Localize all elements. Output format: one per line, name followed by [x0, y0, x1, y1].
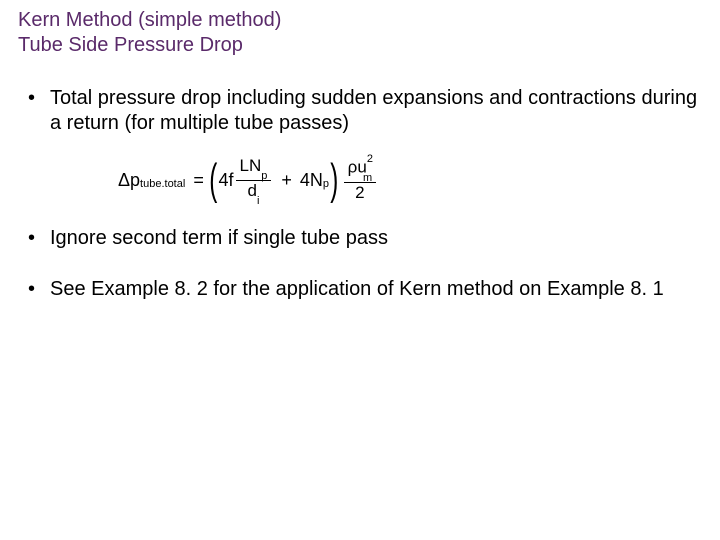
rparen-icon: ) [330, 162, 338, 197]
title-block: Kern Method (simple method) Tube Side Pr… [18, 8, 702, 58]
bullet-3: • See Example 8. 2 for the application o… [28, 277, 702, 302]
lparen-icon: ( [209, 162, 217, 197]
eq-delta: Δ [118, 170, 130, 191]
eq-frac2: ρu2m 2 [344, 157, 376, 203]
bullet-2: • Ignore second term if single tube pass [28, 226, 702, 251]
eq-frac1-num: LN [240, 156, 262, 175]
eq-term1: 4f LNp di [218, 156, 273, 204]
eq-plus: + [281, 170, 292, 191]
eq-coef2: 4N [300, 170, 323, 191]
bullet-mark: • [28, 86, 50, 136]
eq-frac1-den: d [247, 181, 256, 200]
title-line-2: Tube Side Pressure Drop [18, 33, 702, 58]
eq-frac2-rho: ρ [348, 158, 358, 177]
eq-lhs-sub: tube.total [140, 178, 185, 190]
eq-lhs: Δptube.total [118, 170, 185, 191]
eq-term2: 4Np [300, 170, 329, 191]
eq-equals: = [193, 170, 204, 191]
equation: Δptube.total = ( 4f LNp di + 4Np ) ρu2m … [118, 156, 702, 204]
eq-lhs-var: p [130, 170, 140, 191]
bullet-3-text: See Example 8. 2 for the application of … [50, 277, 664, 302]
eq-frac1-den-sub: i [257, 195, 259, 207]
eq-frac2-den: 2 [351, 183, 368, 203]
eq-frac1: LNp di [236, 156, 272, 204]
eq-coef1: 4f [218, 170, 233, 191]
title-line-1: Kern Method (simple method) [18, 8, 702, 33]
bullet-2-text: Ignore second term if single tube pass [50, 226, 388, 251]
eq-coef2-sub: p [323, 178, 329, 190]
bullet-1-text: Total pressure drop including sudden exp… [50, 86, 702, 136]
eq-frac2-sub: m [363, 172, 372, 184]
bullet-mark: • [28, 226, 50, 251]
eq-frac1-num-sub: p [261, 170, 267, 182]
bullet-1: • Total pressure drop including sudden e… [28, 86, 702, 136]
bullet-mark: • [28, 277, 50, 302]
eq-frac2-sup: 2 [367, 153, 373, 165]
